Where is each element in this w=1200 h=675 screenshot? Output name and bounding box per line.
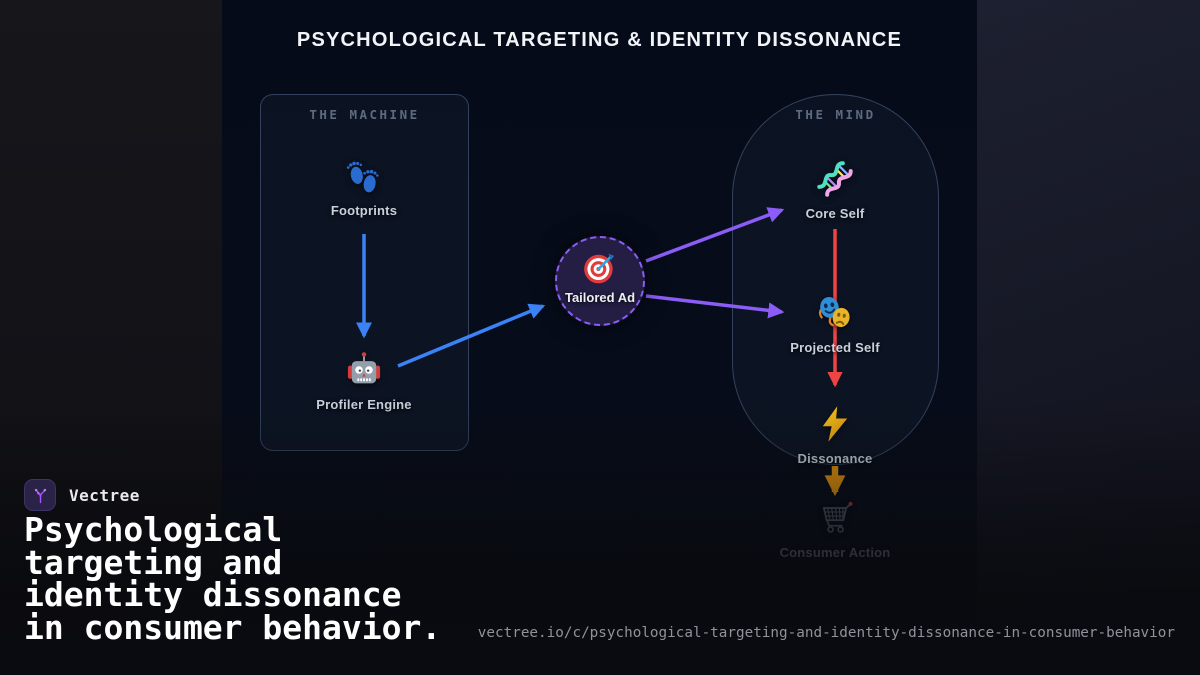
mind-group-title: THE MIND [795,107,876,122]
background-right-strip [977,0,1200,675]
node-profiler-engine: Profiler Engine [304,350,424,412]
node-core-self: Core Self [775,159,895,221]
headline-line: in consumer behavior. [24,607,442,647]
node-label: Profiler Engine [316,397,412,412]
node-footprints: Footprints [304,156,424,218]
target-icon [581,249,619,287]
node-label: Projected Self [790,340,880,355]
node-consumer-action: Consumer Action [775,498,895,560]
diagram-title: PSYCHOLOGICAL TARGETING & IDENTITY DISSO… [296,29,903,51]
node-label: Core Self [805,206,865,221]
brand-logo-badge [24,479,56,511]
page-headline: Psychological targeting and identity dis… [24,510,442,647]
robot-icon [344,350,384,390]
headline-line: Psychological [24,510,283,549]
node-tailored-ad: Tailored Ad [555,236,645,326]
lightning-icon [815,404,855,444]
machine-group-box: THE MACHINE [260,94,469,451]
theater-masks-icon [815,293,855,333]
dna-icon [815,159,855,199]
node-label: Footprints [330,203,398,218]
brand-lockup: Vectree [24,479,140,511]
footprints-icon [344,156,384,196]
node-label: Dissonance [797,451,873,466]
vectree-logo-icon [34,488,46,503]
node-label: Consumer Action [779,545,891,560]
node-dissonance: Dissonance [775,404,895,466]
headline-line: identity dissonance [24,575,402,614]
node-projected-self: Projected Self [775,293,895,355]
page-url: vectree.io/c/psychological-targeting-and… [477,625,1175,641]
shopping-cart-icon [815,498,855,538]
machine-group-title: THE MACHINE [309,107,420,122]
brand-name: Vectree [69,485,140,505]
node-label: Tailored Ad [564,290,636,305]
